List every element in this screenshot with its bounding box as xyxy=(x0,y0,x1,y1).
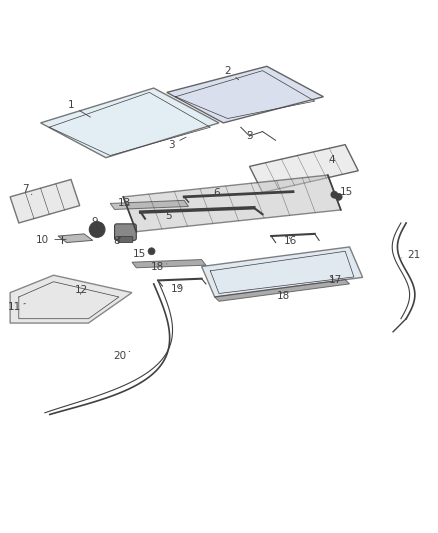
Polygon shape xyxy=(41,88,219,158)
Text: 4: 4 xyxy=(328,155,335,165)
Text: 1: 1 xyxy=(68,100,90,117)
Polygon shape xyxy=(10,180,80,223)
Polygon shape xyxy=(215,279,350,301)
Polygon shape xyxy=(201,247,363,297)
Text: 16: 16 xyxy=(284,236,297,246)
Text: 6: 6 xyxy=(213,188,220,198)
Text: 2: 2 xyxy=(224,66,239,80)
Text: 15: 15 xyxy=(334,187,353,197)
Text: 10: 10 xyxy=(36,235,66,245)
Text: 3: 3 xyxy=(168,137,186,150)
Polygon shape xyxy=(110,200,188,209)
Polygon shape xyxy=(123,175,341,232)
Text: 17: 17 xyxy=(329,274,342,285)
Text: 7: 7 xyxy=(22,184,32,195)
Text: 12: 12 xyxy=(75,285,88,295)
Circle shape xyxy=(335,193,342,200)
Text: 5: 5 xyxy=(166,211,176,221)
Text: 20: 20 xyxy=(113,351,130,361)
Circle shape xyxy=(331,191,338,198)
Text: 21: 21 xyxy=(402,250,420,260)
Text: 18: 18 xyxy=(277,290,290,301)
FancyBboxPatch shape xyxy=(118,237,133,243)
Text: 15: 15 xyxy=(133,249,152,260)
Text: 18: 18 xyxy=(151,262,167,272)
Circle shape xyxy=(93,225,102,234)
FancyBboxPatch shape xyxy=(115,224,136,240)
Circle shape xyxy=(148,248,155,255)
Text: 9: 9 xyxy=(92,217,98,227)
Polygon shape xyxy=(10,275,132,323)
Text: 11: 11 xyxy=(8,302,25,312)
Text: 8: 8 xyxy=(113,236,120,246)
Polygon shape xyxy=(58,234,93,243)
Polygon shape xyxy=(132,260,206,268)
Polygon shape xyxy=(167,66,323,123)
Circle shape xyxy=(89,222,105,237)
Text: 3: 3 xyxy=(246,131,253,141)
Polygon shape xyxy=(250,144,358,192)
Text: 19: 19 xyxy=(171,284,184,294)
Text: 13: 13 xyxy=(118,198,131,208)
